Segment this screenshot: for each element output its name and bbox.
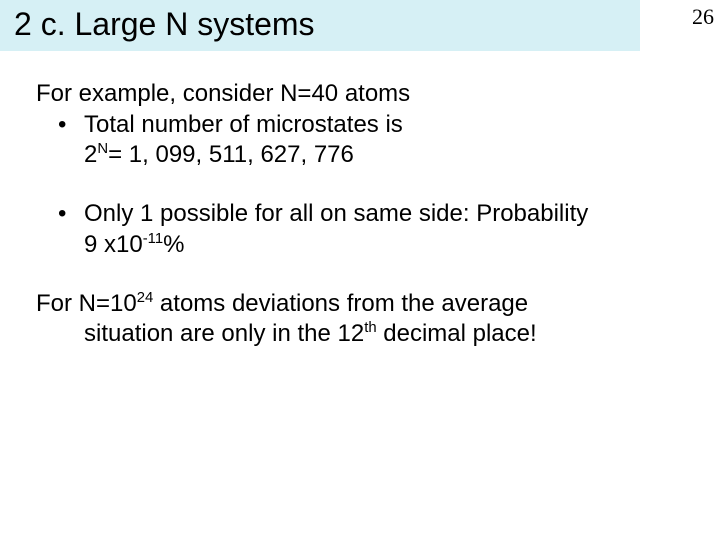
title-bar: 2 c. Large N systems	[0, 0, 640, 51]
p3-c: decimal place!	[377, 320, 537, 347]
p3-b: atoms deviations from the average	[153, 290, 528, 317]
p1-bullet: Total number of microstates is	[36, 110, 684, 141]
p2-continuation: 9 x10-11%	[36, 230, 684, 261]
slide-content: For example, consider N=40 atoms Total n…	[0, 51, 720, 350]
paragraph-2: Only 1 possible for all on same side: Pr…	[36, 199, 684, 260]
p3-sup1: 24	[137, 290, 154, 306]
p1-value: = 1, 099, 511, 627, 776	[108, 141, 354, 168]
p1-intro: For example, consider N=40 atoms	[36, 79, 684, 110]
p1-continuation: 2N= 1, 099, 511, 627, 776	[36, 140, 684, 171]
p3-line1: For N=1024 atoms deviations from the ave…	[36, 289, 684, 320]
p2-superscript: -11	[143, 231, 163, 247]
p3-sup2: th	[364, 320, 376, 336]
p3-a: For N=10	[36, 290, 137, 317]
p1-base: 2	[84, 141, 97, 168]
slide-title: 2 c. Large N systems	[14, 6, 315, 42]
p3-line2: situation are only in the 12th decimal p…	[36, 319, 684, 350]
p2-coeff: 9 x10	[84, 231, 143, 258]
paragraph-3: For N=1024 atoms deviations from the ave…	[36, 289, 684, 350]
p1-superscript: N	[97, 141, 108, 157]
page-number: 26	[692, 4, 714, 30]
p1-bullet-text: Total number of microstates is	[84, 111, 403, 138]
p2-bullet: Only 1 possible for all on same side: Pr…	[36, 199, 684, 230]
p3-line2-text: situation are only in the 12	[84, 320, 364, 347]
p2-bullet-text: Only 1 possible for all on same side: Pr…	[84, 200, 588, 227]
p2-percent: %	[163, 231, 184, 258]
paragraph-1: For example, consider N=40 atoms Total n…	[36, 79, 684, 171]
